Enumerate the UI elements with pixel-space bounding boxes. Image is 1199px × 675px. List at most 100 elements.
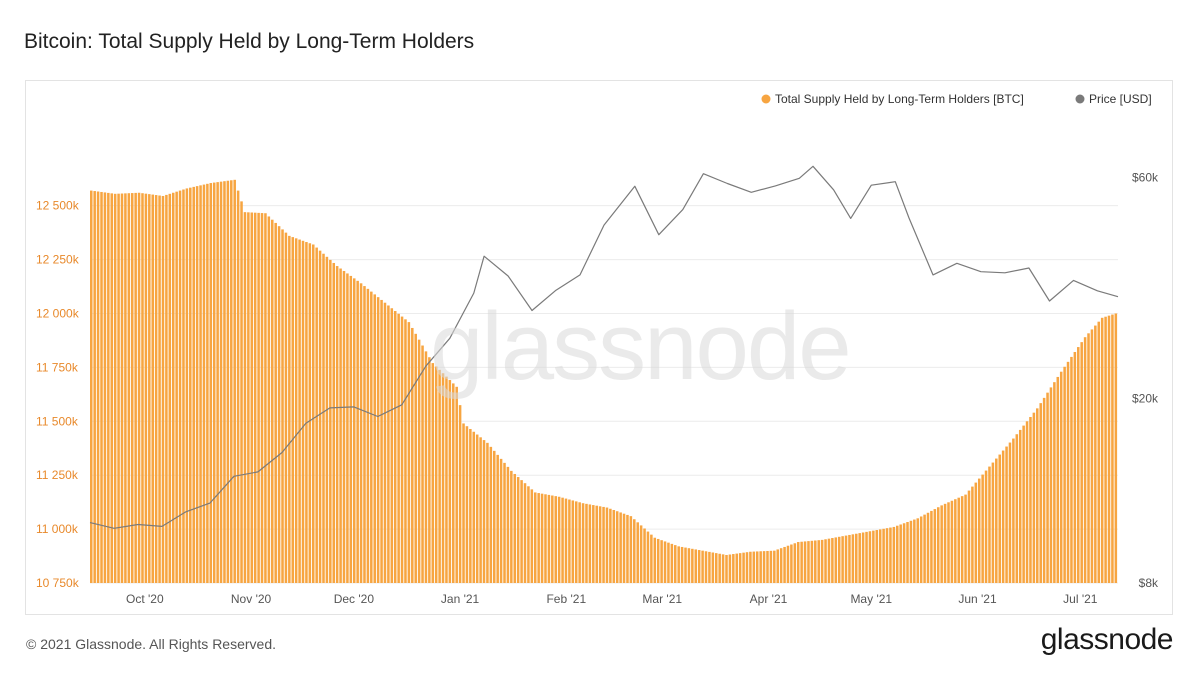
supply-bar — [1018, 429, 1022, 583]
supply-bar — [923, 514, 926, 583]
supply-bar — [715, 553, 718, 583]
supply-bar — [878, 529, 882, 583]
supply-bar — [790, 544, 793, 583]
y-left-tick-label: 11 500k — [36, 414, 79, 428]
supply-bar — [267, 216, 271, 583]
supply-bar — [151, 194, 154, 583]
price-line-group — [89, 165, 1119, 529]
supply-bar — [390, 308, 394, 583]
supply-bar — [322, 253, 325, 584]
supply-bar — [530, 489, 534, 583]
supply-bar — [417, 339, 421, 583]
supply-bar — [626, 514, 629, 583]
supply-bar — [598, 506, 602, 583]
supply-bar — [687, 548, 691, 583]
x-tick-label: Nov '20 — [231, 592, 272, 606]
supply-bar — [342, 270, 346, 583]
supply-bar — [776, 549, 779, 583]
supply-bar — [954, 499, 957, 583]
x-tick-label: May '21 — [850, 592, 892, 606]
supply-bar — [1107, 315, 1111, 583]
supply-bar — [557, 496, 561, 583]
supply-bar — [523, 483, 527, 583]
supply-bar — [697, 550, 701, 583]
supply-bar — [475, 434, 479, 583]
supply-bar — [216, 182, 219, 583]
supply-bar — [759, 551, 762, 583]
supply-bar — [1036, 408, 1039, 583]
supply-bar — [527, 486, 530, 583]
supply-bar — [639, 525, 643, 583]
supply-bar — [339, 268, 342, 583]
supply-bar — [1097, 321, 1101, 583]
supply-bar — [947, 502, 950, 583]
supply-bar — [223, 181, 226, 583]
supply-bar — [667, 542, 670, 583]
supply-bar — [1032, 412, 1036, 583]
supply-bar — [544, 494, 547, 583]
supply-bar — [1049, 387, 1053, 583]
supply-bar — [827, 538, 831, 583]
supply-bar — [370, 291, 373, 583]
supply-bar — [496, 454, 499, 583]
legend-marker — [761, 94, 771, 104]
supply-bar — [1053, 382, 1056, 583]
supply-bar — [510, 470, 513, 583]
supply-bar — [561, 497, 564, 583]
supply-bar — [633, 519, 636, 583]
supply-bar — [243, 212, 247, 583]
supply-bar — [930, 510, 933, 583]
supply-bar — [264, 213, 267, 584]
supply-bar — [346, 273, 349, 583]
supply-bar — [387, 305, 390, 583]
supply-bars — [90, 179, 1118, 584]
supply-bar — [909, 520, 913, 583]
supply-bar — [820, 539, 824, 583]
supply-bar — [882, 528, 885, 583]
supply-bar — [735, 553, 739, 583]
supply-bar — [861, 532, 865, 583]
y-right-tick-label: $8k — [1139, 576, 1159, 590]
supply-bar — [465, 426, 469, 583]
supply-bar — [964, 494, 967, 583]
supply-bar — [400, 316, 404, 583]
supply-bar — [1070, 356, 1073, 583]
supply-bar — [803, 541, 807, 583]
supply-bar — [721, 554, 725, 583]
supply-bar — [161, 195, 165, 583]
supply-bar — [615, 511, 619, 583]
supply-bar — [376, 297, 380, 583]
supply-bar — [796, 542, 800, 583]
supply-bar — [872, 530, 875, 583]
supply-bar — [240, 201, 243, 583]
supply-bar — [127, 193, 131, 583]
supply-bar — [363, 286, 366, 583]
supply-bar — [885, 528, 889, 583]
supply-bar — [441, 373, 445, 583]
supply-bar — [1025, 421, 1029, 583]
supply-bar — [622, 513, 626, 583]
supply-bar — [916, 518, 920, 583]
supply-bar — [452, 383, 455, 583]
supply-bar — [236, 190, 240, 583]
supply-bar — [110, 193, 114, 584]
supply-bar — [359, 283, 363, 583]
supply-bar — [1056, 376, 1060, 583]
supply-bar — [540, 493, 544, 583]
supply-bar — [919, 516, 923, 583]
supply-bar — [411, 327, 414, 583]
supply-bar — [643, 528, 646, 583]
supply-bar — [837, 536, 841, 583]
axes: 10 750k 11 000k 11 250k 11 500k 11 750k 12 00… — [36, 171, 1159, 606]
supply-bar — [786, 545, 790, 583]
supply-bar — [875, 530, 879, 583]
legend-label: Total Supply Held by Long-Term Holders [… — [775, 92, 1024, 106]
supply-bar — [1073, 351, 1077, 583]
supply-bar — [503, 462, 506, 583]
supply-bar — [516, 477, 520, 583]
supply-bar — [424, 351, 428, 583]
supply-bar — [1100, 317, 1104, 583]
y-left-tick-label: 12 250k — [36, 253, 80, 267]
supply-bar — [373, 294, 376, 583]
y-left-tick-label: 11 750k — [36, 360, 79, 374]
